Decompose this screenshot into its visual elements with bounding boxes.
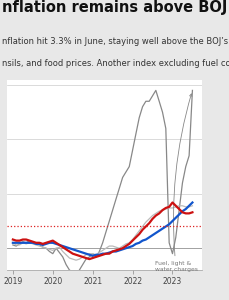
Text: nsils, and food prices. Another index excluding fuel costs e: nsils, and food prices. Another index ex…: [2, 58, 229, 68]
Text: nflation hit 3.3% in June, staying well above the BOJ’s 2%: nflation hit 3.3% in June, staying well …: [2, 38, 229, 46]
Text: nflation remains above BOJ targ: nflation remains above BOJ targ: [2, 0, 229, 15]
Text: Fuel, light &
water charges: Fuel, light & water charges: [154, 94, 196, 272]
